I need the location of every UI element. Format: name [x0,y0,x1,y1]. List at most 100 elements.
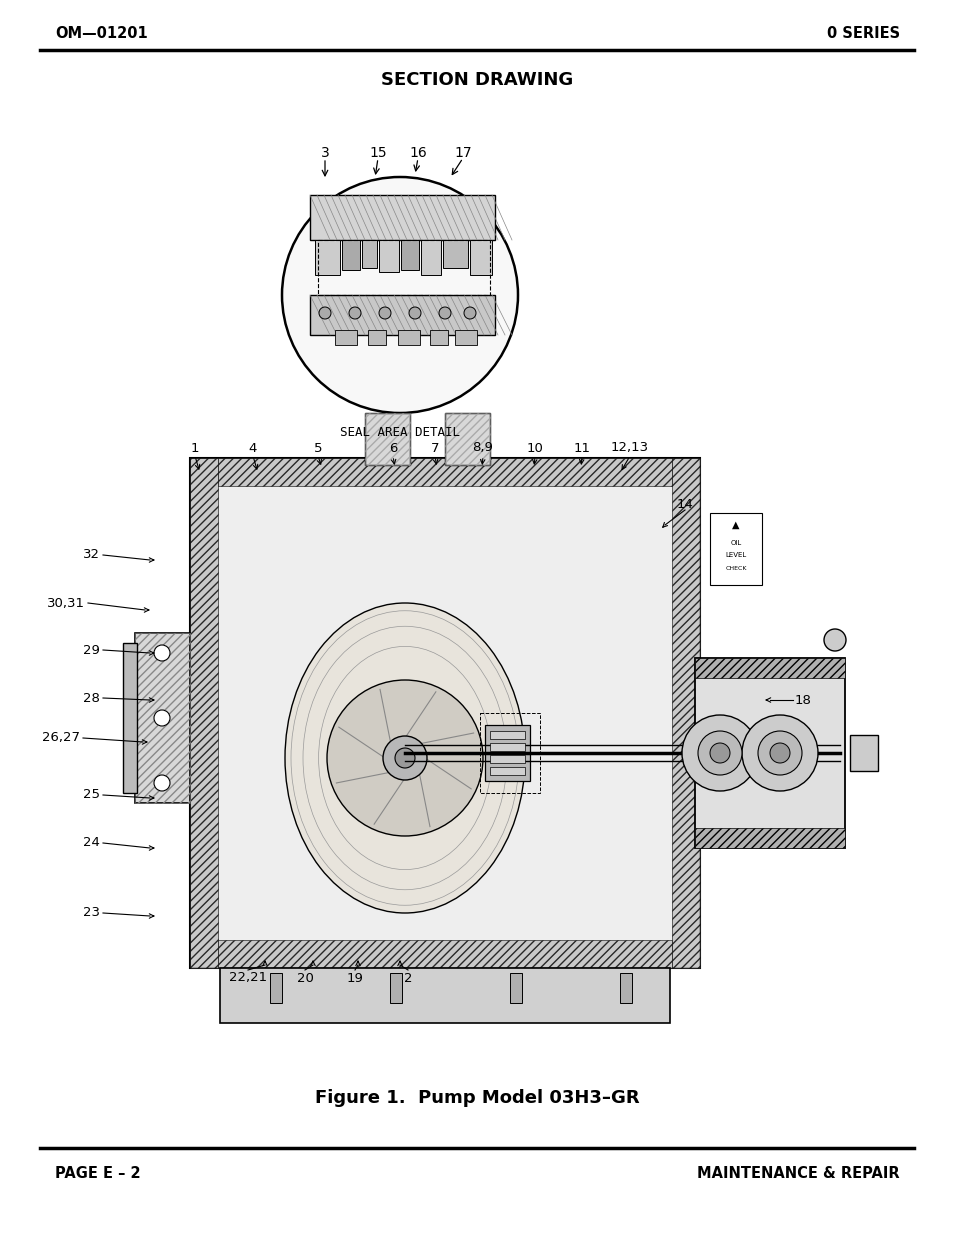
Bar [314,240,339,275]
Circle shape [681,715,758,790]
Text: 25: 25 [83,788,100,802]
Text: 8,9: 8,9 [472,441,493,454]
Text: 17: 17 [454,146,472,161]
Bar [695,658,844,678]
Bar [695,658,844,848]
Text: 16: 16 [409,146,426,161]
Text: OM—01201: OM—01201 [55,26,148,41]
Bar [484,725,530,781]
Bar [220,968,669,1023]
Bar [695,827,844,848]
Bar [671,458,700,968]
Bar [619,973,631,1003]
Circle shape [698,731,741,776]
Text: 22,21: 22,21 [229,972,267,984]
Text: 14: 14 [676,498,693,510]
Text: 19: 19 [346,972,363,984]
Bar [479,713,539,793]
Bar [190,458,700,968]
Bar [390,973,401,1003]
Text: 32: 32 [83,548,100,562]
Bar [218,458,671,487]
Circle shape [318,308,331,319]
Bar [378,240,398,272]
Text: LEVEL: LEVEL [724,552,746,558]
Text: SECTION DRAWING: SECTION DRAWING [380,70,573,89]
Text: 12,13: 12,13 [610,441,648,454]
Circle shape [823,629,845,651]
Bar [123,643,137,793]
Text: ▲: ▲ [732,520,739,530]
Text: 3: 3 [320,146,329,161]
Text: 10: 10 [526,441,543,454]
Circle shape [463,308,476,319]
Text: SEAL AREA DETAIL: SEAL AREA DETAIL [339,426,459,440]
Circle shape [438,308,451,319]
Text: CHECK: CHECK [724,566,746,571]
Bar [368,330,386,345]
Text: 7: 7 [431,441,438,454]
Bar [341,240,359,270]
Text: 11: 11 [573,441,590,454]
Bar [190,458,218,968]
Text: 5: 5 [314,441,322,454]
Text: 2: 2 [403,972,412,984]
Bar [430,330,448,345]
Text: 28: 28 [83,692,100,704]
Bar [490,743,524,751]
Circle shape [349,308,360,319]
Circle shape [327,680,482,836]
Text: 29: 29 [83,643,100,657]
Circle shape [153,645,170,661]
Bar [709,513,761,585]
Bar [444,412,490,466]
Bar [849,735,877,771]
Circle shape [153,710,170,726]
Text: 15: 15 [369,146,386,161]
Bar [310,295,495,335]
Circle shape [153,776,170,790]
Bar [510,973,521,1003]
Ellipse shape [285,603,524,913]
Text: MAINTENANCE & REPAIR: MAINTENANCE & REPAIR [697,1166,899,1181]
Text: 26,27: 26,27 [42,731,80,745]
Text: 24: 24 [83,836,100,850]
Text: 1: 1 [191,441,199,454]
Circle shape [709,743,729,763]
Bar [400,240,418,270]
Text: 23: 23 [83,906,100,920]
Circle shape [741,715,817,790]
Bar [455,330,476,345]
Bar [442,240,468,268]
Bar [310,195,495,240]
Text: Figure 1.  Pump Model 03H3–GR: Figure 1. Pump Model 03H3–GR [314,1089,639,1107]
Bar [420,240,440,275]
Bar [444,412,490,466]
Circle shape [409,308,420,319]
Bar [135,634,190,803]
Bar [361,240,376,268]
Text: PAGE E – 2: PAGE E – 2 [55,1166,140,1181]
Circle shape [282,177,517,412]
Circle shape [758,731,801,776]
Bar [470,240,492,275]
Bar [135,634,190,803]
Text: 30,31: 30,31 [47,597,85,610]
Bar [490,755,524,763]
Bar [397,330,419,345]
Bar [335,330,356,345]
Circle shape [378,308,391,319]
Text: 6: 6 [389,441,396,454]
Bar [365,412,410,466]
Bar [317,240,490,295]
Bar [270,973,282,1003]
Text: 18: 18 [794,694,811,706]
Text: 20: 20 [296,972,314,984]
Bar [365,412,410,466]
Text: 0 SERIES: 0 SERIES [826,26,899,41]
Circle shape [395,748,415,768]
Circle shape [769,743,789,763]
Text: 4: 4 [249,441,257,454]
Text: OIL: OIL [730,540,740,546]
Bar [490,767,524,776]
